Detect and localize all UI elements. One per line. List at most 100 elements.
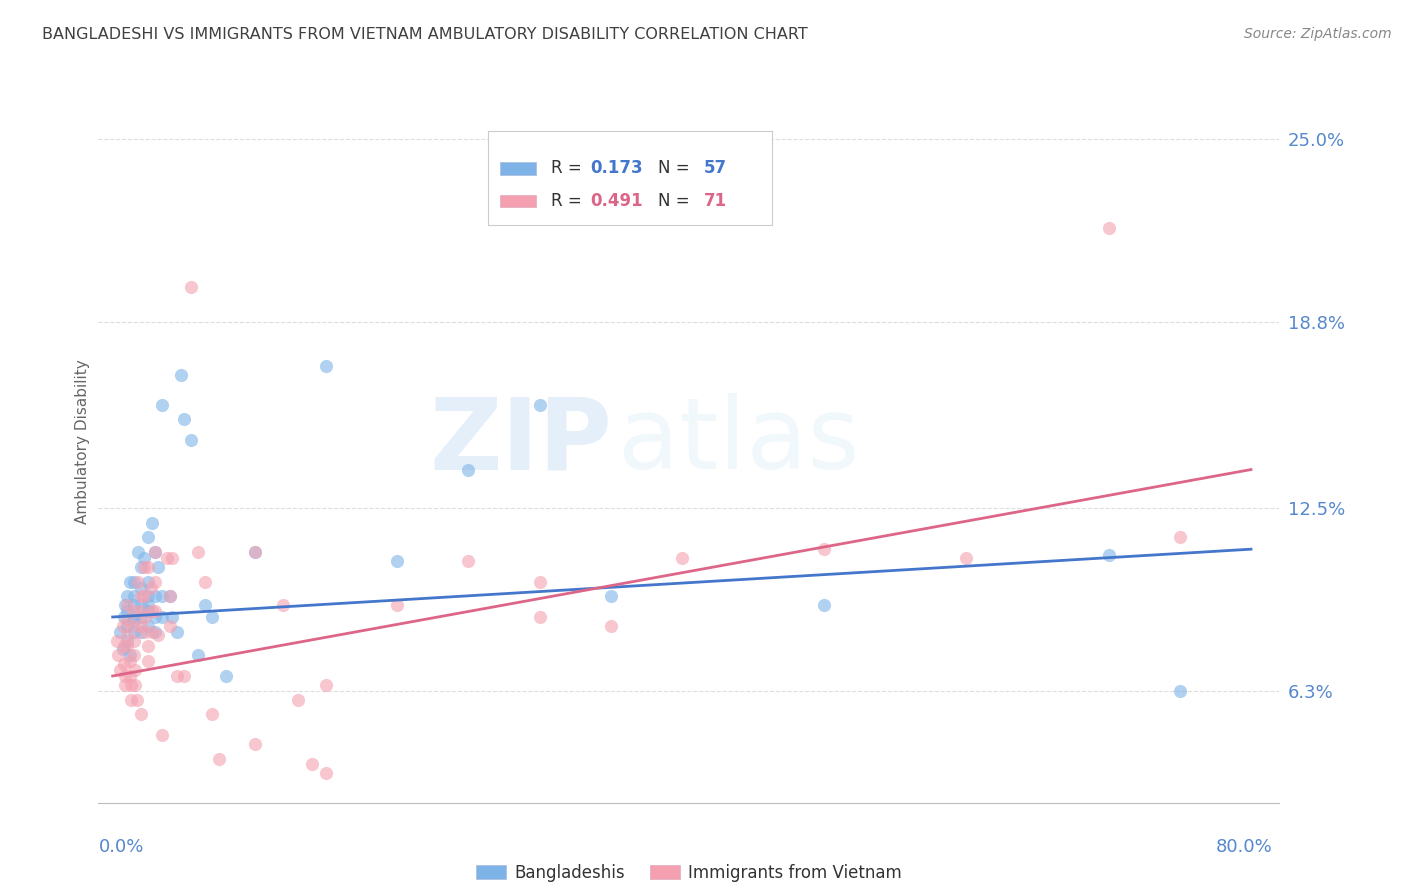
Point bbox=[136, 574, 159, 589]
Point bbox=[115, 628, 138, 642]
Point bbox=[315, 359, 337, 374]
Point bbox=[122, 619, 145, 633]
Point bbox=[152, 590, 174, 604]
Text: 80.0%: 80.0% bbox=[1216, 838, 1272, 856]
Point bbox=[122, 624, 145, 639]
Point bbox=[143, 574, 166, 589]
Text: atlas: atlas bbox=[619, 393, 859, 490]
Point bbox=[136, 590, 159, 604]
Point bbox=[173, 412, 195, 426]
Text: 71: 71 bbox=[703, 193, 727, 211]
Point bbox=[1098, 548, 1121, 562]
Text: 0.173: 0.173 bbox=[591, 160, 643, 178]
Text: ZIP: ZIP bbox=[429, 393, 612, 490]
Point bbox=[120, 678, 142, 692]
Point bbox=[180, 433, 202, 447]
Point bbox=[201, 707, 224, 722]
Point bbox=[127, 574, 149, 589]
Point bbox=[111, 642, 134, 657]
Point bbox=[457, 554, 479, 568]
Point bbox=[120, 692, 142, 706]
Point bbox=[139, 581, 162, 595]
Point bbox=[194, 574, 217, 589]
Point bbox=[132, 560, 155, 574]
Point bbox=[813, 598, 835, 612]
Point bbox=[187, 648, 209, 663]
Point bbox=[152, 728, 174, 742]
Point bbox=[114, 669, 136, 683]
Point bbox=[125, 692, 148, 706]
Point bbox=[122, 590, 145, 604]
Point bbox=[115, 604, 138, 618]
Point bbox=[129, 707, 152, 722]
Point bbox=[129, 604, 152, 618]
Point bbox=[187, 545, 209, 559]
Point bbox=[143, 545, 166, 559]
Point bbox=[115, 613, 138, 627]
Point bbox=[152, 398, 174, 412]
Point bbox=[129, 560, 152, 574]
Point bbox=[243, 737, 266, 751]
Point bbox=[152, 610, 174, 624]
Point bbox=[955, 551, 977, 566]
Point bbox=[143, 590, 166, 604]
Point bbox=[112, 657, 135, 672]
Point bbox=[118, 648, 141, 663]
Point bbox=[115, 633, 138, 648]
Point bbox=[301, 757, 323, 772]
Text: Source: ZipAtlas.com: Source: ZipAtlas.com bbox=[1244, 27, 1392, 41]
Text: BANGLADESHI VS IMMIGRANTS FROM VIETNAM AMBULATORY DISABILITY CORRELATION CHART: BANGLADESHI VS IMMIGRANTS FROM VIETNAM A… bbox=[42, 27, 808, 42]
Point bbox=[1168, 530, 1191, 544]
Point bbox=[136, 598, 159, 612]
Point bbox=[599, 590, 621, 604]
Point bbox=[136, 654, 159, 668]
Point bbox=[1168, 683, 1191, 698]
Point bbox=[127, 545, 149, 559]
Point bbox=[599, 619, 621, 633]
Point bbox=[315, 766, 337, 780]
Point bbox=[115, 619, 138, 633]
Point bbox=[529, 398, 551, 412]
Point bbox=[156, 551, 179, 566]
Point bbox=[162, 551, 184, 566]
Point bbox=[115, 640, 138, 654]
Point bbox=[166, 669, 188, 683]
Point bbox=[132, 551, 155, 566]
Point bbox=[129, 619, 152, 633]
Point bbox=[1098, 220, 1121, 235]
Point bbox=[287, 692, 309, 706]
Point bbox=[166, 624, 188, 639]
Point bbox=[112, 640, 135, 654]
Point bbox=[671, 551, 693, 566]
Point bbox=[148, 560, 170, 574]
Point bbox=[141, 604, 163, 618]
Point bbox=[170, 368, 193, 383]
Point bbox=[134, 624, 156, 639]
Point bbox=[112, 610, 135, 624]
Point bbox=[129, 624, 152, 639]
Point bbox=[122, 574, 145, 589]
Point bbox=[143, 604, 166, 618]
Point bbox=[122, 613, 145, 627]
Point bbox=[143, 610, 166, 624]
Point bbox=[122, 604, 145, 618]
Text: N =: N = bbox=[658, 160, 695, 178]
Bar bbox=[499, 195, 536, 208]
Point bbox=[180, 279, 202, 293]
Point bbox=[115, 598, 138, 612]
Point bbox=[529, 610, 551, 624]
Text: 0.0%: 0.0% bbox=[98, 838, 143, 856]
Text: 0.491: 0.491 bbox=[591, 193, 643, 211]
Point bbox=[159, 619, 181, 633]
Point bbox=[114, 678, 136, 692]
Bar bbox=[499, 162, 536, 175]
Point bbox=[122, 648, 145, 663]
Point bbox=[162, 610, 184, 624]
Point bbox=[129, 581, 152, 595]
Point bbox=[134, 610, 156, 624]
Point bbox=[111, 619, 134, 633]
Point bbox=[107, 648, 129, 663]
Point bbox=[136, 619, 159, 633]
Text: R =: R = bbox=[551, 193, 586, 211]
Point bbox=[243, 545, 266, 559]
